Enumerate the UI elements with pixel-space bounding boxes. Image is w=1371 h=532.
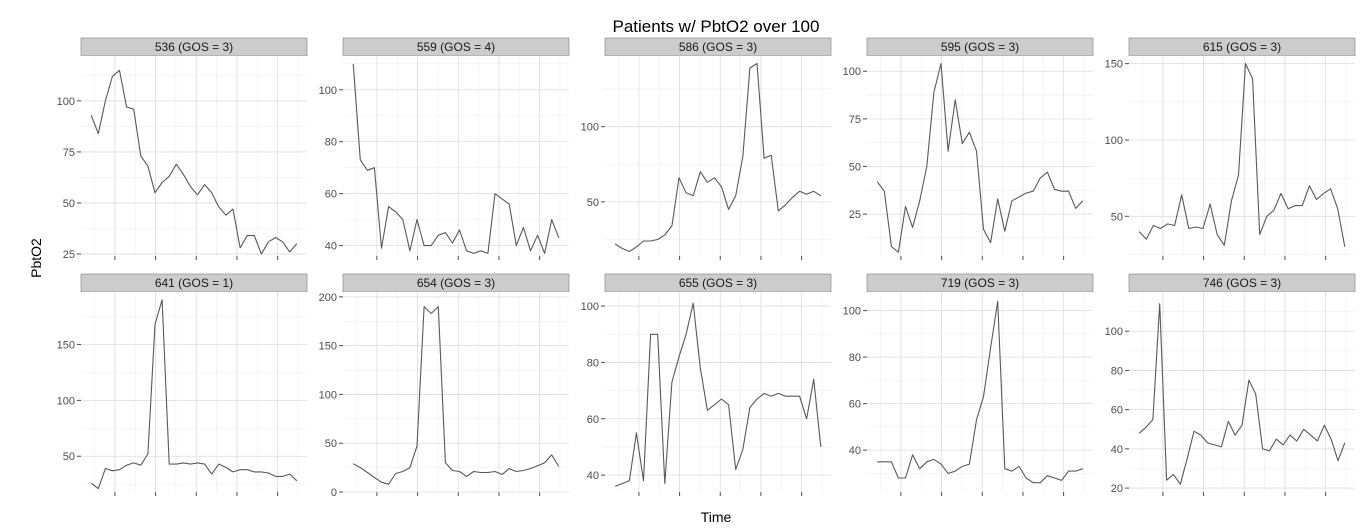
y-tick-label: 200 [319, 292, 337, 304]
facet-panel: 615 (GOS = 3) 50 100 150 [1105, 37, 1356, 260]
y-tick-label: 75 [63, 147, 75, 159]
y-tick-label: 60 [1111, 405, 1123, 417]
pbto2-series-line [614, 302, 822, 487]
y-tick-label: 0 [331, 487, 337, 499]
facet-panel: 746 (GOS = 3) 20 40 60 80 100 [1105, 273, 1356, 496]
chart-title: Patients w/ PbtO2 over 100 [613, 17, 820, 36]
plot-area [81, 56, 307, 256]
facet-panel: 654 (GOS = 3) 0 50 100 150 200 [319, 273, 570, 499]
plot-area [343, 292, 569, 492]
plot-area [1129, 292, 1355, 492]
plot-area [605, 292, 831, 492]
facet-panel: 719 (GOS = 3) 40 60 80 100 [843, 273, 1094, 496]
y-tick-label: 60 [325, 189, 337, 201]
y-tick-label: 40 [325, 241, 337, 253]
y-tick-label: 75 [849, 114, 861, 126]
x-axis-title: Time [701, 509, 732, 525]
y-tick-label: 150 [1105, 59, 1123, 71]
plot-area [343, 56, 569, 256]
pbto2-series-line [352, 306, 560, 485]
y-tick-label: 50 [587, 197, 599, 209]
y-tick-label: 100 [843, 66, 861, 78]
y-tick-label: 50 [325, 438, 337, 450]
y-tick-label: 100 [1105, 326, 1123, 338]
y-tick-label: 100 [581, 122, 599, 134]
facet-strip-label: 615 (GOS = 3) [1203, 40, 1281, 54]
y-tick-label: 150 [57, 340, 75, 352]
facet-strip-label: 536 (GOS = 3) [155, 40, 233, 54]
plot-area [867, 56, 1093, 256]
facet-strip-label: 641 (GOS = 1) [155, 276, 233, 290]
y-tick-label: 80 [325, 137, 337, 149]
y-tick-label: 50 [849, 161, 861, 173]
pbto2-series-line [1138, 303, 1346, 485]
facet-panel: 595 (GOS = 3) 25 50 75 100 [843, 37, 1094, 260]
y-tick-label: 40 [849, 445, 861, 457]
y-tick-label: 100 [57, 395, 75, 407]
facet-panel: 559 (GOS = 4) 40 60 80 100 [319, 37, 570, 260]
facet-strip-label: 559 (GOS = 4) [417, 40, 495, 54]
y-tick-label: 50 [63, 198, 75, 210]
pbto2-series-line [614, 62, 822, 253]
plot-area [1129, 56, 1355, 256]
y-tick-label: 100 [581, 301, 599, 313]
pbto2-series-line [352, 63, 560, 254]
y-tick-label: 50 [1111, 211, 1123, 223]
facet-panel: 536 (GOS = 3) 25 50 75 100 [57, 37, 308, 261]
y-tick-label: 100 [57, 96, 75, 108]
y-tick-label: 20 [1111, 483, 1123, 495]
facet-strip-label: 586 (GOS = 3) [679, 40, 757, 54]
y-tick-label: 25 [63, 249, 75, 261]
pbto2-series-line [876, 63, 1084, 253]
facet-panel: 655 (GOS = 3) 40 60 80 100 [581, 273, 832, 496]
y-tick-label: 100 [319, 389, 337, 401]
pbto2-series-line [90, 299, 298, 490]
plot-area [867, 292, 1093, 492]
y-tick-label: 100 [319, 85, 337, 97]
facet-strip-label: 654 (GOS = 3) [417, 276, 495, 290]
pbto2-series-line [90, 69, 298, 255]
plot-area [81, 292, 307, 492]
pbto2-series-line [1138, 63, 1346, 247]
y-tick-label: 40 [587, 470, 599, 482]
y-tick-label: 80 [587, 357, 599, 369]
y-tick-label: 100 [843, 306, 861, 318]
facet-strip-label: 746 (GOS = 3) [1203, 276, 1281, 290]
y-tick-label: 25 [849, 209, 861, 221]
y-axis-title: PbtO2 [28, 238, 44, 278]
y-tick-label: 80 [849, 352, 861, 364]
facet-strip-label: 719 (GOS = 3) [941, 276, 1019, 290]
y-tick-label: 80 [1111, 365, 1123, 377]
y-tick-label: 40 [1111, 444, 1123, 456]
facet-strip-label: 595 (GOS = 3) [941, 40, 1019, 54]
y-tick-label: 60 [587, 414, 599, 426]
y-tick-label: 100 [1105, 135, 1123, 147]
pbto2-series-line [877, 300, 1083, 484]
y-tick-label: 60 [849, 399, 861, 411]
facet-panel: 641 (GOS = 1) 50 100 150 [57, 273, 308, 496]
y-tick-label: 150 [319, 341, 337, 353]
facet-panel: 586 (GOS = 3) 50 100 [581, 37, 832, 260]
facet-strip-label: 655 (GOS = 3) [679, 276, 757, 290]
y-tick-label: 50 [63, 451, 75, 463]
facet-panels: 536 (GOS = 3) 25 50 75 100 559 (GOS = 4) 40 60 8… [57, 37, 1356, 499]
